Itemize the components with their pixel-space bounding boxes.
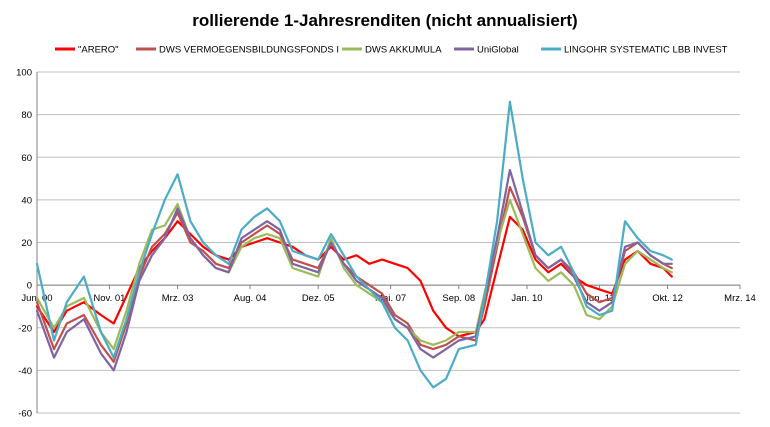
y-tick-label: -60	[18, 409, 32, 420]
x-tick-label: Aug. 04	[234, 293, 267, 304]
series-line-4	[35, 168, 673, 372]
y-tick-label: 20	[21, 238, 32, 249]
y-tick-label: 100	[16, 68, 32, 79]
x-tick-label: Okt. 12	[652, 293, 683, 304]
y-axis-ticks: 100 80 60 40 20 0 -20 -40 -60	[16, 68, 32, 420]
x-tick-label: Jun. 11	[584, 293, 614, 304]
x-tick-label: Sep. 08	[442, 293, 475, 304]
legend: "ARERO" DWS VERMOEGENSBILDUNGSFONDS I DWS …	[55, 45, 728, 56]
legend-label-5: LINGOHR SYSTEMATIC LBB INVEST	[564, 45, 728, 56]
series-lines	[35, 100, 673, 389]
gridlines	[36, 71, 740, 414]
y-tick-label: 80	[21, 110, 32, 121]
y-tick-label: 0	[27, 281, 32, 292]
legend-label-3: DWS AKKUMULA	[365, 45, 442, 56]
y-tick-label: -20	[18, 323, 32, 334]
x-tick-label: Mrz. 14	[724, 293, 756, 304]
x-tick-label: Nov. 01	[93, 293, 125, 304]
x-tick-label: Dez. 05	[302, 293, 335, 304]
x-tick-label: Jan. 10	[511, 293, 542, 304]
legend-label-1: "ARERO"	[78, 45, 119, 56]
legend-label-2: DWS VERMOEGENSBILDUNGSFONDS I	[159, 45, 339, 56]
y-tick-label: -40	[18, 366, 32, 377]
series-line-5	[35, 100, 673, 389]
chart-title: rollierende 1-Jahresrenditen (nicht annu…	[192, 11, 577, 30]
x-tick-label: Mrz. 03	[162, 293, 194, 304]
y-tick-label: 60	[21, 153, 32, 164]
x-tick-label: Mai. 07	[375, 293, 406, 304]
y-tick-label: 40	[21, 195, 32, 206]
legend-label-4: UniGlobal	[477, 45, 519, 56]
